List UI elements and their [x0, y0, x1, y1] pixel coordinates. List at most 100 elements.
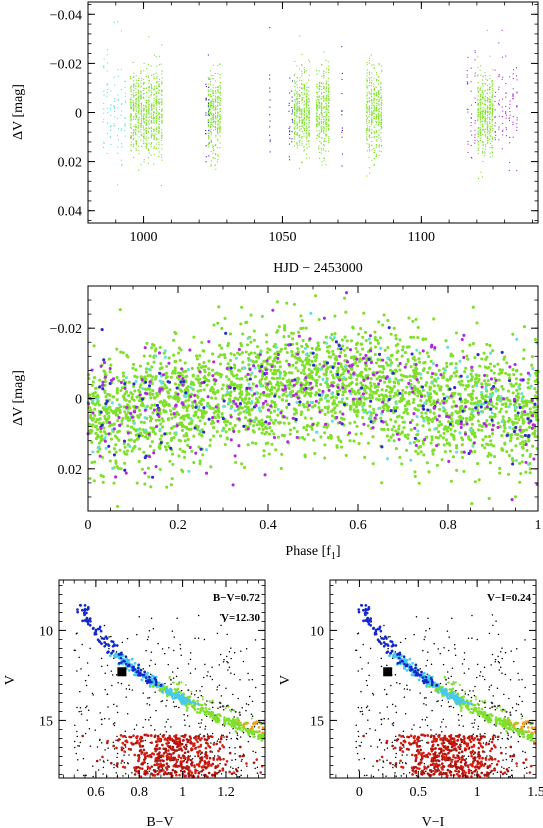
light-curve-point	[306, 110, 308, 112]
light-curve-point	[130, 106, 132, 108]
light-curve-point	[489, 107, 491, 109]
light-curve-point	[137, 86, 139, 88]
phase-point	[303, 383, 307, 387]
phase-point	[158, 437, 162, 441]
light-curve-point	[135, 98, 137, 100]
phase-point	[277, 395, 281, 399]
light-curve-point	[155, 115, 157, 117]
light-curve-point	[487, 140, 489, 142]
light-curve-point	[501, 106, 503, 108]
phase-point	[425, 380, 429, 385]
phase-point	[363, 330, 368, 334]
phase-point	[235, 373, 239, 377]
phase-point	[448, 449, 452, 453]
light-curve-point	[479, 93, 482, 96]
light-curve-point	[140, 102, 142, 104]
light-curve-point	[373, 64, 375, 66]
phase-point	[284, 343, 288, 347]
light-curve-point	[369, 134, 371, 136]
light-curve-point	[368, 62, 370, 64]
light-curve-point	[368, 109, 370, 111]
light-curve-point	[321, 75, 323, 77]
phase-point	[502, 429, 506, 433]
light-curve-point	[325, 111, 327, 113]
light-curve-point	[156, 91, 158, 93]
light-curve-point	[489, 116, 491, 118]
light-curve-point	[210, 150, 212, 152]
light-curve-point	[325, 96, 328, 98]
light-curve-point	[512, 73, 514, 75]
light-curve-point	[138, 136, 140, 138]
light-curve-point	[142, 135, 145, 137]
light-curve-point	[481, 126, 484, 128]
light-curve-point	[308, 79, 310, 81]
light-curve-point	[319, 118, 321, 120]
light-curve-point	[132, 94, 134, 96]
light-curve-point	[487, 88, 489, 90]
light-curve-point	[102, 121, 104, 123]
phase-point	[163, 445, 167, 449]
phase-point	[198, 354, 202, 358]
light-curve-point	[328, 90, 330, 92]
light-curve-point	[212, 89, 214, 92]
light-curve-point	[301, 125, 303, 127]
light-curve-point	[143, 110, 145, 112]
light-curve-point	[155, 133, 157, 135]
light-curve-point	[328, 118, 330, 121]
light-curve-point	[378, 123, 380, 125]
light-curve-point	[371, 118, 373, 120]
phase-point	[116, 504, 120, 508]
light-curve-point	[212, 148, 214, 150]
light-curve-point	[156, 127, 158, 129]
phase-point	[371, 435, 375, 439]
light-curve-point	[135, 126, 137, 128]
phase-point	[432, 317, 436, 321]
light-curve-point	[143, 118, 145, 120]
light-curve-point	[486, 93, 488, 95]
light-curve-point	[303, 122, 305, 124]
light-curve-point	[505, 135, 507, 137]
phase-point	[528, 467, 532, 471]
phase-point	[119, 467, 123, 471]
light-curve-point	[161, 91, 163, 93]
phase-point	[135, 437, 139, 441]
light-curve-point	[217, 123, 219, 125]
light-curve-point	[323, 116, 325, 118]
light-curve-point	[216, 129, 219, 131]
light-curve-point	[370, 96, 373, 98]
light-curve-point	[288, 127, 290, 129]
light-curve-point	[376, 140, 378, 142]
light-curve-point	[482, 111, 484, 113]
light-curve-point	[158, 64, 161, 66]
light-curve-point	[155, 121, 158, 123]
light-curve-point	[304, 149, 306, 151]
light-curve-point	[150, 126, 152, 128]
light-curve-point	[153, 122, 155, 124]
light-curve-point	[106, 84, 108, 86]
phase-point	[335, 403, 339, 407]
phase-point	[413, 474, 417, 479]
phase-point	[90, 440, 94, 444]
light-curve-point	[512, 93, 514, 95]
light-curve-point	[158, 106, 160, 108]
light-curve-point	[207, 95, 209, 97]
light-curve-point	[135, 117, 137, 119]
light-curve-point	[137, 92, 140, 94]
light-curve-point	[215, 108, 217, 110]
light-curve-point	[466, 82, 468, 84]
light-curve-point	[494, 122, 496, 124]
phase-point	[315, 391, 319, 396]
light-curve-point	[135, 85, 137, 87]
light-curve-point	[208, 110, 210, 112]
light-curve-point	[158, 98, 160, 100]
phase-point	[143, 482, 147, 486]
light-curve-point	[498, 74, 500, 76]
phase-point	[414, 375, 418, 379]
light-curve-point	[498, 75, 500, 77]
light-curve-point	[501, 29, 503, 31]
light-curve-point	[135, 97, 138, 100]
light-curve-point	[137, 125, 139, 127]
phase-point	[334, 396, 338, 400]
light-curve-point	[479, 139, 481, 141]
light-curve-point	[474, 59, 476, 61]
